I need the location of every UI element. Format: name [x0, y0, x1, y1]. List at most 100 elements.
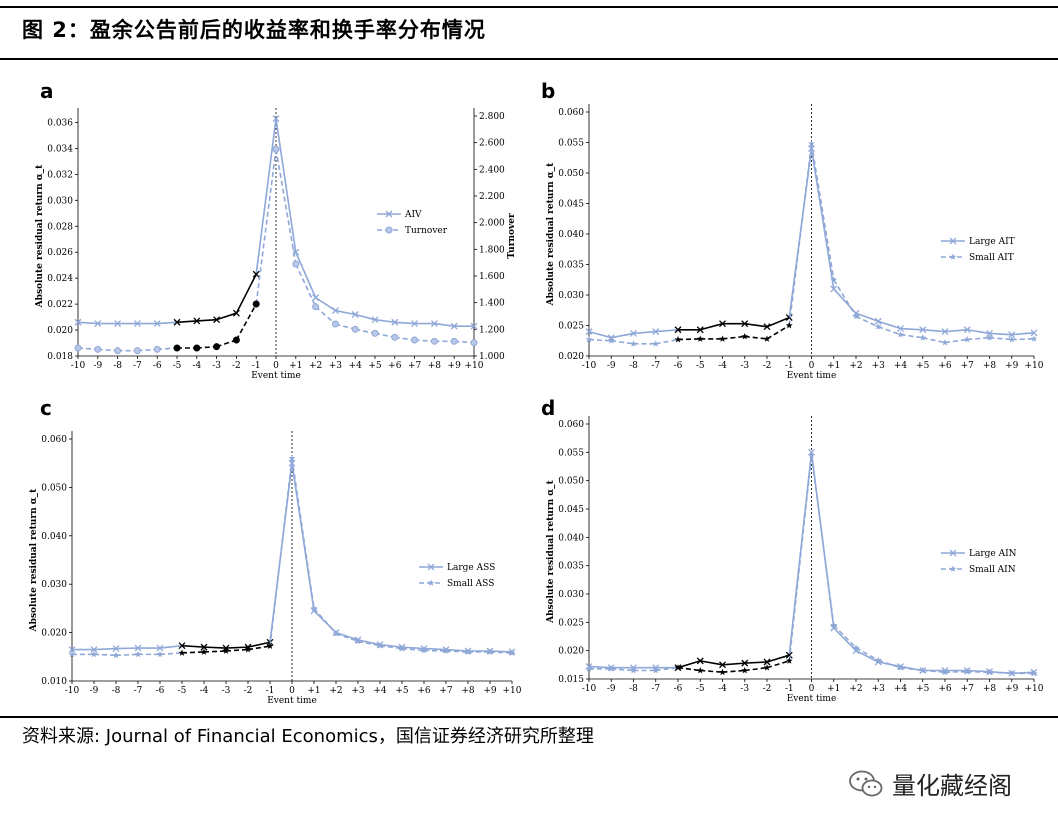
- data-point: [266, 642, 274, 650]
- y2-tick-label: 2.800: [479, 112, 505, 122]
- x-tick-label: +6: [417, 686, 431, 696]
- x-tick-label: +6: [388, 361, 402, 371]
- x-tick-label: +2: [329, 686, 342, 696]
- data-point: [133, 320, 141, 328]
- data-point: [371, 329, 379, 337]
- data-point: [252, 270, 260, 278]
- series-segment: [445, 650, 469, 653]
- x-tick-label: +2: [309, 361, 322, 371]
- y-tick-label: 0.020: [558, 352, 584, 362]
- series-segment: [722, 662, 745, 666]
- series-segment: [700, 322, 723, 331]
- figure-title: 图 2：盈余公告前后的收益率和换手率分布情况: [22, 18, 486, 42]
- x-tick-label: +9: [448, 361, 462, 371]
- legend-item: Small AIT: [941, 253, 1014, 263]
- data-point: [1030, 335, 1038, 342]
- chart-panel-b: b 0.020 0.025 0.030 0.035 0.040 0.045 0.050 0.05…: [541, 79, 1044, 381]
- data-point: [112, 645, 120, 653]
- data-point: [630, 329, 637, 337]
- data-point: [310, 604, 318, 612]
- series-segment: [810, 455, 835, 626]
- x-tick-label: -1: [785, 361, 794, 371]
- data-point: [941, 338, 949, 346]
- legend-label: Small AIT: [969, 253, 1014, 263]
- series-segment: [989, 336, 1012, 341]
- series-segment: [196, 318, 217, 322]
- y-tick-label: 0.020: [47, 326, 73, 336]
- y-tick-label: 0.020: [558, 647, 584, 657]
- data-point: [1030, 669, 1038, 677]
- data-point: [464, 648, 472, 655]
- legend-item: Small ASS: [419, 579, 494, 589]
- x-tick-label: -10: [65, 686, 80, 696]
- series-segment: [247, 641, 271, 648]
- data-point: [919, 334, 927, 341]
- x-tick-label: +5: [916, 361, 930, 371]
- data-point: [134, 644, 142, 652]
- legend-item: Turnover: [377, 226, 448, 236]
- series-segment: [677, 660, 701, 669]
- legend-marker: [427, 563, 435, 571]
- x-tick-label: +8: [461, 686, 475, 696]
- legend-label: Large ASS: [447, 563, 495, 573]
- data-point: [213, 316, 221, 324]
- series-segment: [401, 647, 425, 652]
- legend-marker: [385, 226, 393, 234]
- data-point: [331, 320, 339, 328]
- data-point: [874, 656, 882, 664]
- top-rule: [0, 6, 1058, 8]
- y-tick-label: 0.040: [41, 532, 67, 542]
- y-tick-label: 0.030: [558, 590, 584, 600]
- series-segment: [93, 653, 117, 657]
- watermark-text: 量化藏经阁: [892, 772, 1012, 800]
- data-point: [830, 621, 838, 629]
- x-tick-label: -10: [582, 361, 597, 371]
- data-point: [919, 666, 927, 674]
- y-axis-label: Absolute residual return α_t: [546, 479, 556, 624]
- y-tick-label: 0.055: [558, 448, 584, 458]
- data-point: [963, 335, 971, 343]
- x-tick-label: -2: [763, 361, 772, 371]
- series-segment: [877, 320, 901, 330]
- data-point: [134, 650, 142, 658]
- series-segment: [335, 632, 359, 643]
- data-point: [1008, 331, 1016, 339]
- data-point: [897, 664, 904, 671]
- series-segment: [989, 332, 1012, 336]
- data-point: [74, 318, 82, 326]
- y2-tick-label: 1.200: [479, 325, 505, 335]
- data-point: [193, 317, 201, 325]
- x-tick-label: -5: [173, 361, 182, 371]
- x-tick-label: -3: [222, 686, 231, 696]
- data-point: [986, 668, 993, 676]
- series-segment: [855, 649, 879, 663]
- series-segment: [115, 653, 139, 657]
- x-tick-label: +9: [1005, 684, 1019, 694]
- data-point: [450, 337, 458, 345]
- legend-label: AIV: [404, 210, 422, 220]
- series-segment: [255, 118, 277, 275]
- data-point: [470, 339, 478, 347]
- data-point: [244, 645, 252, 653]
- x-tick-label: -1: [266, 686, 275, 696]
- series-segment: [611, 332, 634, 339]
- x-tick-label: -3: [212, 361, 221, 371]
- y-tick-label: 0.035: [558, 261, 584, 271]
- series-segment: [855, 312, 879, 322]
- series-segment: [588, 338, 612, 342]
- series-segment: [379, 643, 403, 648]
- y2-tick-label: 1.400: [479, 299, 505, 309]
- x-tick-label: +9: [1005, 361, 1019, 371]
- data-point: [986, 334, 993, 341]
- x-tick-label: -3: [740, 684, 749, 694]
- series-segment: [655, 666, 679, 672]
- data-point: [852, 644, 860, 651]
- series-segment: [766, 324, 790, 340]
- y2-tick-label: 2.000: [479, 219, 505, 229]
- data-point: [470, 322, 478, 330]
- x-axis-label: Event time: [787, 371, 837, 381]
- data-point: [200, 648, 208, 655]
- y-tick-label: 0.030: [47, 196, 73, 206]
- data-point: [90, 646, 98, 653]
